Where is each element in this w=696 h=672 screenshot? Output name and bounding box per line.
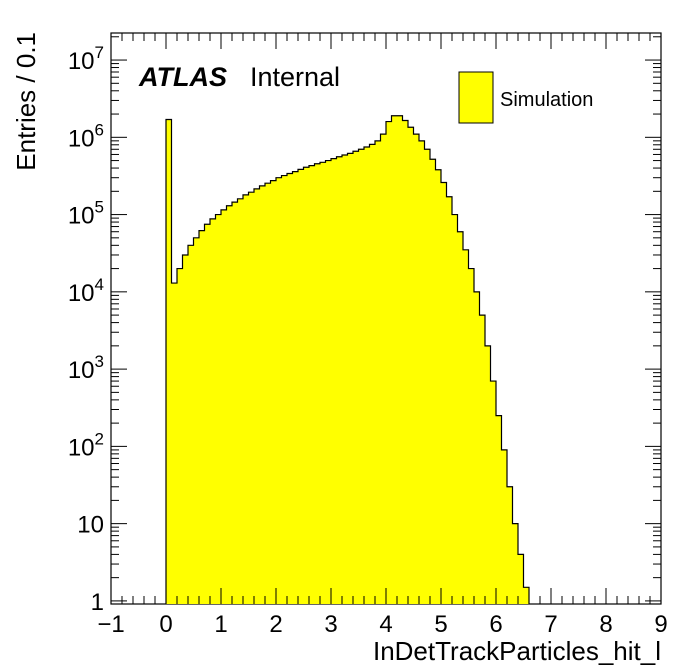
- histogram-bar: [430, 159, 436, 604]
- histogram-bar: [320, 162, 326, 604]
- histogram-bar: [364, 146, 370, 604]
- histogram-bar: [270, 180, 277, 604]
- histogram-bar: [496, 415, 502, 604]
- histogram-bar: [402, 120, 409, 604]
- histogram-bar: [446, 196, 453, 605]
- histogram-bar: [397, 115, 403, 604]
- histogram-bar: [457, 231, 464, 604]
- histogram-bar: [490, 381, 497, 604]
- histogram-bar: [501, 449, 508, 604]
- histogram-bar: [523, 587, 530, 604]
- histogram-bar: [292, 171, 299, 604]
- y-tick-label: 10: [77, 512, 104, 539]
- x-axis-title: InDetTrackParticles_hit_l: [373, 636, 661, 666]
- x-tick-label: 2: [269, 611, 282, 638]
- histogram-bar: [342, 155, 348, 604]
- y-tick-label: 107: [68, 43, 104, 75]
- histogram-bar: [391, 115, 398, 604]
- histogram-bars: [165, 115, 530, 605]
- histogram-bar: [182, 254, 189, 604]
- histogram-bar: [419, 140, 425, 604]
- histogram-bar: [259, 185, 266, 604]
- histogram-bar: [166, 119, 172, 604]
- axis-ticks: [110, 33, 662, 604]
- histogram-bar: [331, 158, 337, 604]
- x-tick-label: 5: [434, 611, 447, 638]
- histogram-bar: [474, 291, 480, 604]
- histogram-bar: [193, 237, 200, 605]
- x-tick-label: 9: [654, 611, 667, 638]
- atlas-internal-tag: Internal: [250, 62, 340, 92]
- histogram-bar: [424, 149, 431, 604]
- histogram-bar: [452, 214, 458, 604]
- histogram-bar: [232, 202, 238, 605]
- histogram-bar: [358, 149, 365, 604]
- histogram-bar: [276, 177, 282, 604]
- y-tick-label: 104: [68, 275, 104, 307]
- legend-label: Simulation: [500, 89, 593, 111]
- x-tick-label: 8: [599, 611, 612, 638]
- histogram-bar: [177, 268, 183, 604]
- histogram-bar: [188, 245, 194, 604]
- histogram-bar: [463, 249, 469, 604]
- x-tick-labels: −1 0 1 2 3 4 5 6 7 8 9: [97, 611, 667, 638]
- histogram-bar: [386, 121, 392, 605]
- x-tick-label: 4: [379, 611, 392, 638]
- histogram-bar: [210, 218, 216, 604]
- histogram-bar: [265, 183, 271, 604]
- x-tick-label: 3: [324, 611, 337, 638]
- atlas-label: ATLAS: [138, 62, 227, 92]
- histogram-bar: [507, 486, 513, 604]
- histogram-bar: [468, 268, 475, 604]
- y-tick-label: 103: [68, 352, 104, 384]
- histogram-bar: [314, 163, 321, 604]
- histogram-bar: [413, 134, 420, 604]
- histogram-bar: [226, 205, 233, 604]
- histogram-bar: [485, 345, 491, 604]
- histogram-bar: [408, 127, 414, 604]
- histogram-bar: [336, 156, 343, 604]
- histogram-bar: [309, 165, 315, 605]
- histogram-bar: [237, 198, 244, 604]
- histogram-bar: [281, 175, 288, 605]
- x-tick-label: 0: [159, 611, 172, 638]
- y-tick-label: 105: [68, 198, 104, 230]
- histogram-bar: [215, 214, 222, 604]
- y-tick-label: 102: [68, 429, 104, 461]
- histogram-bar: [353, 151, 359, 604]
- histogram-bar: [325, 160, 332, 604]
- y-axis-title: Entries / 0.1: [11, 32, 41, 171]
- histogram-bar: [347, 153, 354, 604]
- histogram-bar: [518, 554, 524, 604]
- histogram-bar: [303, 167, 310, 604]
- histogram-bar: [171, 283, 178, 604]
- histogram-bar: [199, 230, 205, 604]
- histogram-bar: [435, 169, 442, 604]
- histogram-bar: [248, 192, 255, 604]
- histogram-bar: [243, 194, 249, 604]
- histogram-bar: [221, 209, 227, 604]
- x-tick-label: 1: [214, 611, 227, 638]
- histogram-outline: [165, 115, 530, 604]
- histogram-bar: [369, 144, 376, 604]
- histogram-bar: [441, 182, 447, 604]
- histogram-bar: [479, 315, 486, 604]
- histogram-bar: [204, 224, 211, 604]
- histogram-bar: [380, 134, 387, 604]
- histogram-bar: [298, 169, 304, 604]
- histogram-bar: [512, 523, 519, 604]
- y-tick-label: 1: [91, 589, 104, 616]
- histogram-bar: [375, 140, 381, 604]
- y-tick-labels: 1 10 102 103 104 105 106 107: [68, 43, 104, 616]
- x-tick-label: 6: [489, 611, 502, 638]
- y-tick-label: 106: [68, 120, 104, 152]
- histogram-bar: [254, 188, 260, 604]
- histogram-bar: [287, 173, 293, 604]
- legend-swatch: [458, 71, 494, 124]
- x-tick-label: −1: [97, 611, 124, 638]
- x-tick-label: 7: [544, 611, 557, 638]
